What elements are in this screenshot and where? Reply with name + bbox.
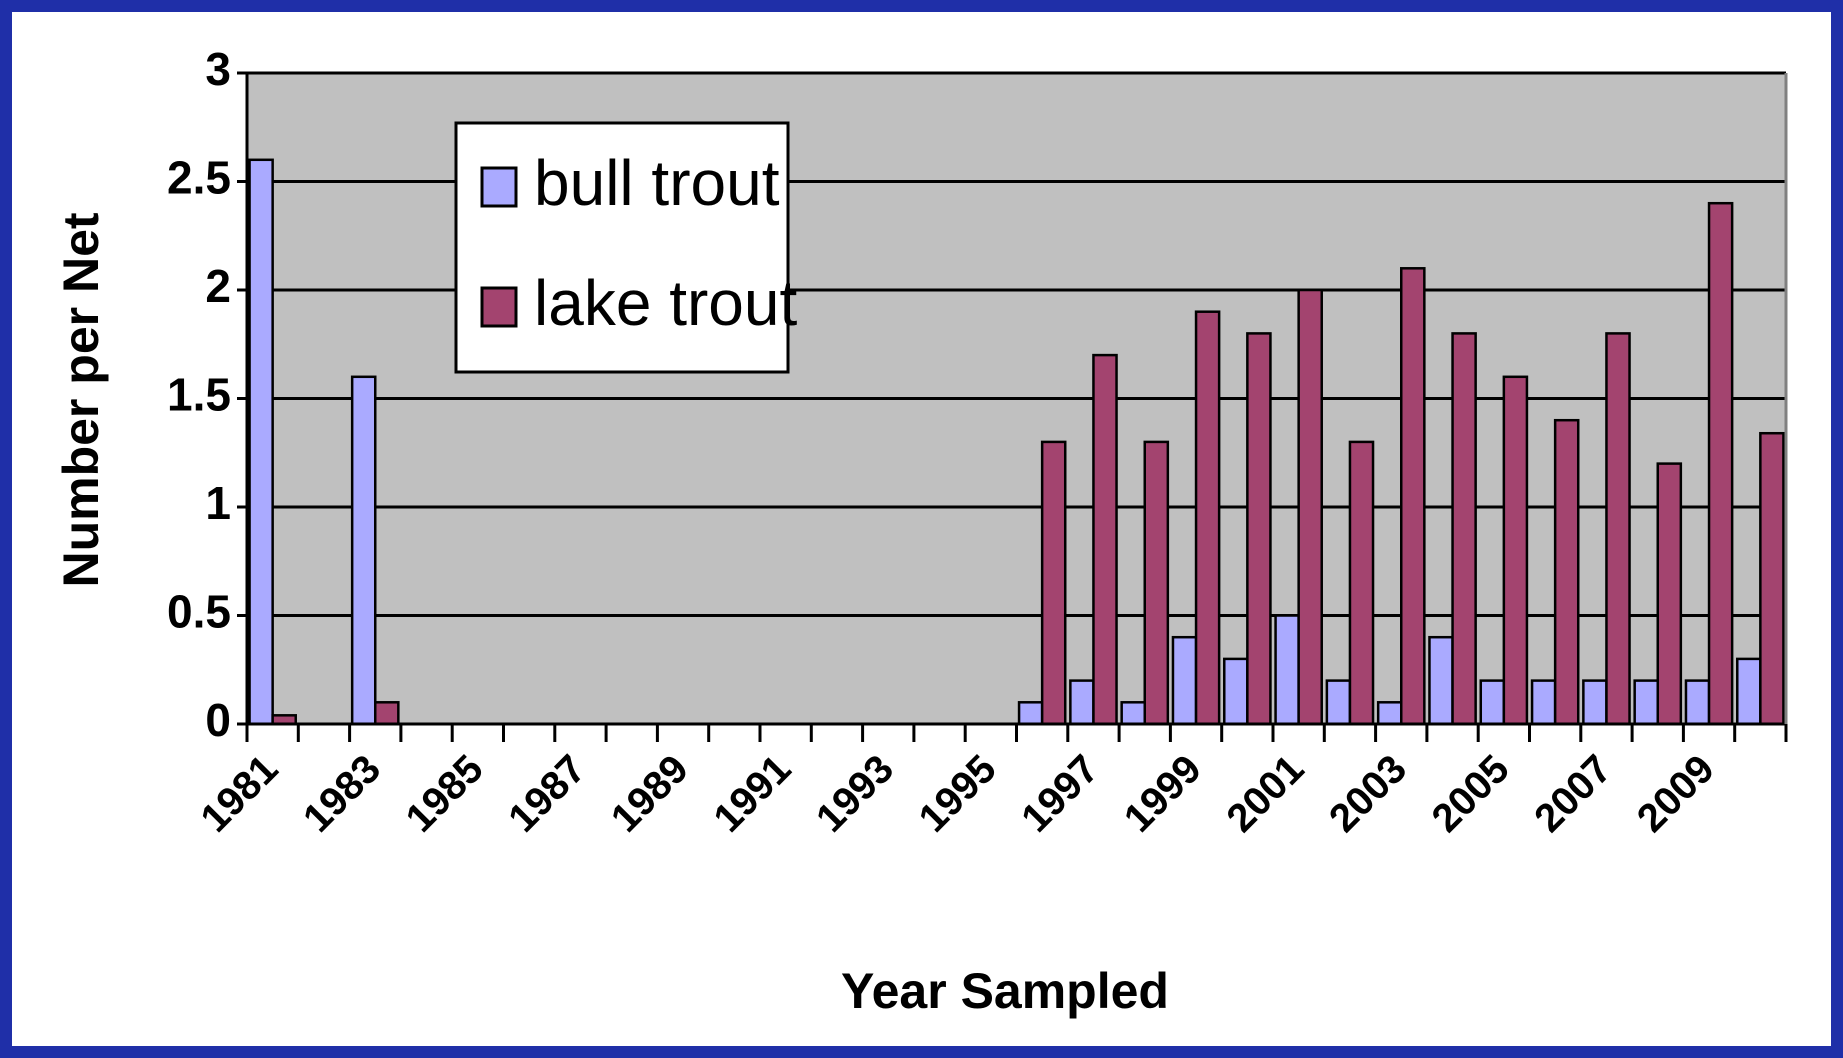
bar bbox=[1759, 431, 1785, 726]
bar bbox=[1120, 701, 1147, 726]
bar bbox=[1325, 679, 1352, 726]
bar bbox=[1246, 332, 1272, 726]
legend-label: bull trout bbox=[534, 147, 780, 219]
y-axis-title: Number per Net bbox=[53, 212, 109, 587]
bar bbox=[1376, 701, 1403, 726]
bar bbox=[1274, 614, 1300, 726]
bar bbox=[1400, 267, 1426, 726]
y-tick-label: 0.5 bbox=[167, 586, 231, 638]
bar bbox=[1582, 679, 1608, 726]
y-tick-label: 3 bbox=[205, 43, 231, 95]
legend-box bbox=[454, 121, 790, 374]
bar bbox=[1633, 679, 1660, 726]
y-tick-label: 1.5 bbox=[167, 369, 231, 421]
bar bbox=[1040, 440, 1067, 726]
legend-swatch bbox=[480, 166, 518, 208]
legend-label: lake trout bbox=[534, 267, 797, 339]
x-axis-title: Year Sampled bbox=[841, 963, 1169, 1019]
bar bbox=[1297, 288, 1323, 726]
bar bbox=[1479, 679, 1506, 726]
bar bbox=[248, 158, 274, 726]
bar bbox=[1553, 418, 1580, 726]
bar bbox=[1684, 679, 1711, 726]
y-tick-label: 1 bbox=[205, 477, 231, 529]
bar bbox=[374, 701, 400, 726]
bar bbox=[1530, 679, 1557, 726]
y-tick-label: 2.5 bbox=[167, 152, 231, 204]
bar bbox=[1707, 201, 1734, 726]
bar bbox=[1143, 440, 1170, 726]
bar bbox=[1223, 657, 1249, 726]
y-tick-label: 0 bbox=[205, 694, 231, 746]
bar bbox=[1502, 375, 1529, 726]
bar bbox=[1428, 635, 1454, 726]
bar bbox=[1736, 657, 1762, 726]
bar bbox=[1194, 310, 1221, 726]
bar bbox=[1069, 679, 1095, 726]
bar bbox=[1348, 440, 1375, 726]
bar bbox=[1092, 353, 1118, 726]
legend-swatch bbox=[480, 286, 518, 328]
bar bbox=[1451, 332, 1477, 726]
bar bbox=[1017, 701, 1044, 726]
y-tick-label: 2 bbox=[205, 260, 231, 312]
bar bbox=[350, 375, 377, 726]
bar bbox=[1656, 462, 1683, 726]
bar bbox=[1171, 635, 1198, 726]
legend: bull trout lake trout bbox=[454, 121, 797, 374]
bar bbox=[1605, 332, 1631, 726]
